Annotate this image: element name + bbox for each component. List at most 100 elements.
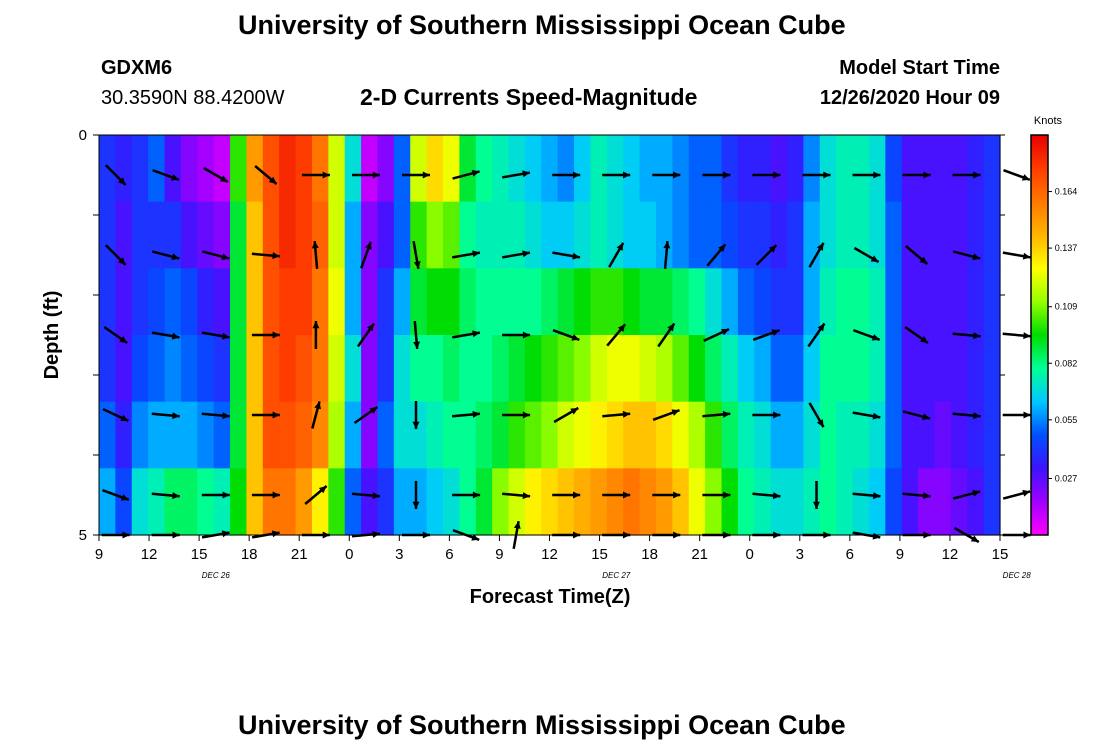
current-vector	[203, 166, 229, 184]
vector-head	[272, 491, 280, 499]
vector-head	[816, 242, 824, 251]
heatmap-cell	[705, 401, 723, 469]
vector-head	[522, 411, 531, 419]
heatmap-cell	[99, 468, 116, 536]
current-vector	[663, 240, 671, 270]
heatmap-cell	[180, 268, 198, 336]
colorbar-tick-label: 0.027	[1055, 473, 1078, 483]
current-vector	[201, 331, 230, 340]
heatmap-cell	[623, 468, 641, 536]
heatmap-cell	[787, 335, 805, 403]
current-vector	[151, 250, 180, 261]
heatmap-cell	[836, 135, 854, 203]
vector-head	[118, 257, 126, 265]
date-label: DEC 26	[202, 571, 231, 580]
heatmap-cell	[705, 335, 723, 403]
heatmap-cell	[115, 468, 133, 536]
heatmap-cell	[131, 468, 149, 536]
current-vector	[702, 410, 731, 418]
heatmap-cell	[721, 401, 739, 469]
heatmap-cell	[967, 201, 985, 269]
heatmap-cell	[721, 268, 739, 336]
vector-head	[314, 401, 321, 410]
vector-head	[772, 492, 781, 500]
current-vector	[702, 491, 731, 499]
vector-head	[570, 408, 579, 415]
heatmap-cell	[950, 268, 968, 336]
heatmap-cell	[672, 401, 690, 469]
x-tick-label: 21	[691, 546, 708, 563]
heatmap-cell	[623, 335, 641, 403]
current-vector	[301, 171, 330, 179]
heatmap-cell	[950, 401, 968, 469]
x-tick-label: 15	[191, 546, 208, 563]
heatmap-cell	[868, 401, 886, 469]
current-vector	[103, 325, 128, 345]
heatmap-cell	[393, 268, 411, 336]
heatmap-cell	[639, 201, 657, 269]
heatmap-cell	[623, 268, 641, 336]
heatmap-cell	[279, 135, 297, 203]
heatmap-cell	[606, 335, 624, 403]
vector-head	[272, 331, 280, 339]
heatmap-cell	[885, 468, 903, 536]
current-vector	[852, 329, 881, 341]
heatmap-cell	[754, 335, 772, 403]
heatmap-cell	[180, 401, 198, 469]
vector-head	[722, 410, 731, 418]
vector-head	[471, 169, 480, 177]
vector-head	[272, 252, 280, 260]
heatmap-cell	[213, 201, 231, 269]
heatmap-cell	[737, 401, 755, 469]
heatmap-cell	[737, 135, 755, 203]
vector-head	[413, 341, 421, 349]
current-vector	[251, 491, 280, 499]
heatmap-cell	[819, 401, 837, 469]
vector-head	[422, 171, 430, 179]
heatmap-cell	[967, 401, 985, 469]
heatmap-cell	[377, 468, 395, 536]
vector-head	[723, 491, 731, 499]
heatmap-cell	[393, 135, 411, 203]
current-vector	[752, 329, 781, 341]
heatmap-cell	[230, 268, 248, 336]
heatmap-cell	[787, 468, 805, 536]
vector-head	[973, 412, 981, 420]
current-vector	[356, 322, 376, 348]
current-vector	[902, 171, 931, 179]
heatmap-cell	[557, 268, 575, 336]
heatmap-cell	[246, 201, 264, 269]
heatmap-cell	[410, 335, 428, 403]
heatmap-cell	[852, 135, 870, 203]
current-vector	[852, 171, 881, 179]
heatmap-cell	[246, 401, 264, 469]
heatmap-cell	[803, 335, 821, 403]
heatmap-cell	[934, 468, 952, 536]
colorbar-scale	[1030, 134, 1049, 536]
heatmap-cell	[148, 268, 166, 336]
vector-head	[573, 491, 581, 499]
vector-head	[667, 323, 675, 332]
x-tick-label: 15	[591, 546, 608, 563]
heatmap-cell	[99, 201, 116, 269]
heatmap-cell	[295, 201, 313, 269]
heatmap-cell	[131, 268, 149, 336]
heatmap-cell	[655, 268, 673, 336]
current-vector	[311, 240, 319, 270]
current-vector	[351, 492, 381, 500]
vector-head	[119, 336, 128, 343]
current-vector	[502, 492, 531, 500]
heatmap-cell	[328, 268, 346, 336]
vector-head	[723, 171, 731, 179]
heatmap-cell	[344, 201, 362, 269]
heatmap-cell	[180, 201, 198, 269]
heatmap-cell	[655, 401, 673, 469]
vector-head	[222, 491, 230, 499]
vector-head	[1022, 489, 1031, 497]
heatmap-cell	[590, 401, 608, 469]
heatmap-cell	[836, 268, 854, 336]
vector-head	[472, 491, 481, 499]
heatmap-cell	[868, 201, 886, 269]
heatmap-cell	[410, 135, 428, 203]
heatmap-cell	[901, 401, 919, 469]
